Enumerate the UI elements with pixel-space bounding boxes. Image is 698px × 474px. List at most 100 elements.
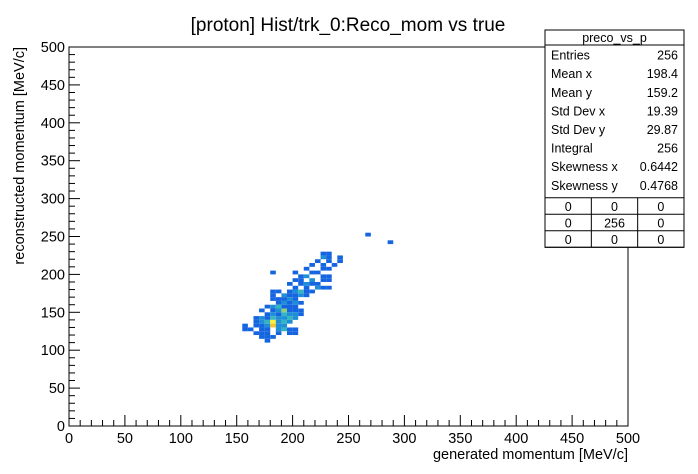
heatmap-bin [292, 270, 299, 275]
heatmap-bin [309, 263, 315, 267]
heatmap-bin [303, 274, 310, 279]
x-tick-label: 50 [117, 431, 133, 447]
stats-row-value: 198.4 [647, 67, 678, 81]
heatmap-bin [309, 281, 315, 286]
heatmap-bin [259, 323, 265, 328]
heatmap-bin [326, 251, 332, 256]
heatmap-bin [281, 308, 288, 313]
heatmap-bin [275, 308, 282, 313]
heatmap-bin [264, 316, 271, 320]
heatmap-bin [275, 319, 282, 324]
heatmap-bin [275, 304, 282, 309]
heatmap-bin [303, 266, 310, 271]
heatmap-bin [281, 297, 288, 301]
y-tick-label: 450 [41, 78, 65, 94]
y-tick-label: 50 [49, 381, 65, 397]
stats-row-label: Std Dev y [551, 123, 606, 137]
y-tick-label: 0 [57, 419, 65, 435]
stats-grid-cell: 0 [657, 216, 664, 230]
heatmap-bin [292, 312, 299, 317]
heatmap-bin [292, 300, 299, 305]
heatmap-bin [281, 300, 288, 305]
heatmap-bin [281, 316, 288, 320]
heatmap-bin [314, 285, 321, 290]
heatmap-bin [320, 255, 327, 260]
heatmap-bin [298, 281, 304, 286]
heatmap-bin [331, 263, 338, 267]
y-tick-label: 200 [41, 267, 65, 283]
heatmap-bin [264, 335, 271, 339]
heatmap-bin [270, 323, 276, 328]
heatmap-bin [275, 297, 282, 301]
stats-grid-cell: 0 [657, 233, 664, 247]
heatmap-bin [287, 319, 293, 324]
stats-row-value: 159.2 [647, 86, 678, 100]
x-tick-label: 500 [616, 431, 640, 447]
heatmap-bin [275, 323, 282, 328]
heatmap-bin [287, 327, 293, 332]
heatmap-bin [303, 281, 310, 286]
heatmap-bin [326, 278, 332, 282]
heatmap-bin [309, 289, 315, 294]
heatmap-bin [242, 327, 248, 332]
y-tick-label: 300 [41, 192, 65, 208]
heatmap-bin [292, 285, 299, 290]
heatmap-bin [264, 338, 271, 343]
stats-grid-cell: 0 [657, 200, 664, 214]
heatmap-bin [275, 289, 282, 294]
heatmap-bin [326, 274, 332, 279]
stats-grid-cell: 256 [604, 216, 625, 230]
y-tick-label: 150 [41, 305, 65, 321]
x-tick-label: 150 [225, 431, 249, 447]
heatmap-bin [270, 312, 276, 317]
heatmap-bin [270, 297, 276, 301]
heatmap-bin [264, 304, 271, 309]
y-tick-label: 500 [41, 40, 65, 56]
heatmap-bin [287, 281, 293, 286]
heatmap-bin [281, 293, 288, 298]
stats-histogram-name: preco_vs_p [582, 31, 647, 45]
heatmap-bin [270, 308, 276, 313]
heatmap-bin [264, 319, 271, 324]
heatmap-bin [287, 331, 293, 336]
heatmap-bin [247, 327, 254, 332]
heatmap-bin [298, 278, 304, 282]
x-axis-label: generated momentum [MeV/c] [433, 447, 628, 463]
heatmap-bin [275, 331, 282, 336]
heatmap-bin [298, 274, 304, 279]
stats-grid-cell: 0 [611, 200, 618, 214]
heatmap-bin [314, 281, 321, 286]
heatmap-bin [337, 255, 343, 260]
heatmap-bin [253, 331, 260, 336]
heatmap-bin [292, 297, 299, 301]
plot-frame [68, 46, 629, 427]
heatmap-bin [337, 259, 343, 264]
stats-row-value: 0.6442 [640, 160, 678, 174]
stats-grid-cell: 0 [565, 200, 572, 214]
stats-row-label: Mean x [551, 67, 593, 81]
heatmap-bin [309, 270, 315, 275]
heatmap-bin [287, 316, 293, 320]
heatmap-bin [292, 293, 299, 298]
heatmap-bin [281, 323, 288, 328]
chart-title: [proton] Hist/trk_0:Reco_mom vs true [191, 15, 506, 36]
heatmap-bin [298, 289, 304, 294]
heatmap-bin [270, 293, 276, 298]
heatmap-bin [320, 251, 327, 256]
heatmap-bin [292, 327, 299, 332]
y-tick-label: 400 [41, 116, 65, 132]
heatmap-bin [298, 312, 304, 317]
heatmap-bin [275, 316, 282, 320]
heatmap-bin [264, 327, 271, 332]
stats-row-value: 256 [657, 49, 678, 63]
x-tick-label: 250 [336, 431, 360, 447]
x-axis: 0 50 100 150 200 250 300 350 400 450 500 [65, 415, 640, 447]
heatmap-bin [253, 316, 260, 320]
y-tick-label: 250 [41, 230, 65, 246]
heatmap-bin [326, 255, 332, 260]
heatmap-bin [287, 293, 293, 298]
heatmap-bin [292, 278, 299, 282]
heatmap-bin [303, 285, 310, 290]
heatmap-bin [309, 278, 315, 282]
